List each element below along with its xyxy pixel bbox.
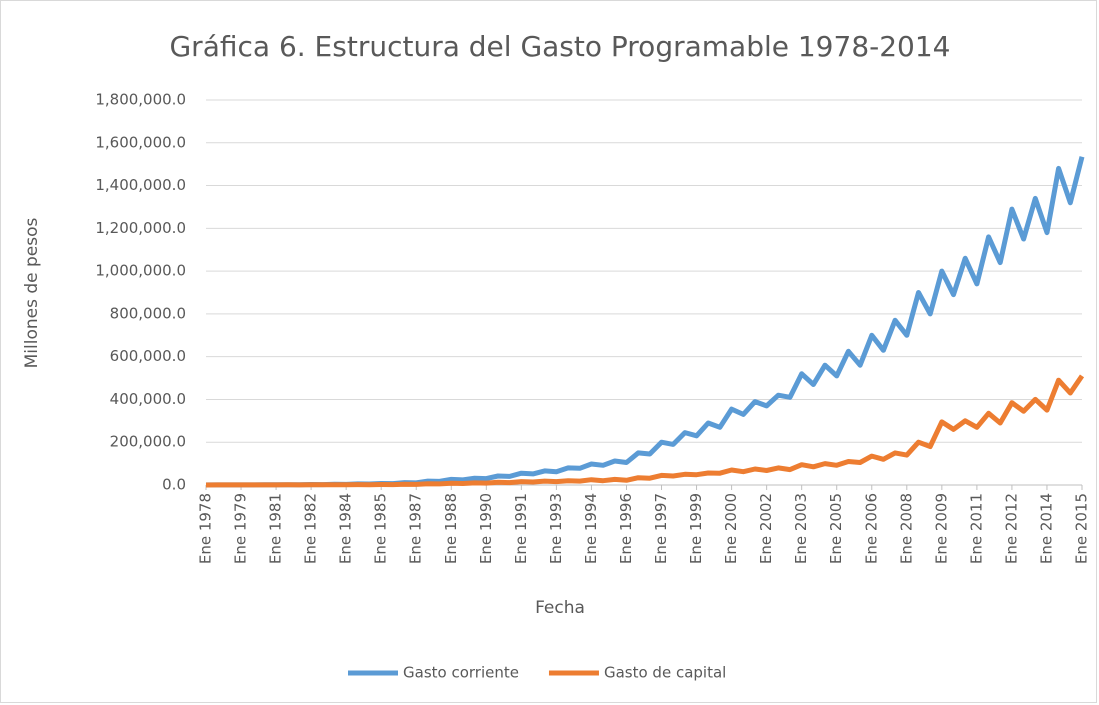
x-tick-label: Ene 1999 (687, 493, 705, 564)
x-tick-label: Ene 1987 (407, 493, 425, 564)
x-tick-label: Ene 2011 (967, 493, 985, 564)
x-tick-label: Ene 1984 (337, 493, 355, 564)
y-tick-label: 1,400,000.0 (95, 176, 186, 194)
x-tick-label: Ene 1981 (267, 493, 285, 564)
y-tick-label: 1,000,000.0 (95, 262, 186, 280)
y-tick-label: 800,000.0 (110, 304, 186, 322)
y-tick-label: 200,000.0 (110, 433, 186, 451)
x-tick-label: Ene 1978 (197, 493, 215, 564)
x-tick-label: Ene 1993 (547, 493, 565, 564)
y-tick-label: 400,000.0 (110, 390, 186, 408)
chart-title: Gráfica 6. Estructura del Gasto Programa… (169, 30, 950, 63)
x-tick-label: Ene 2002 (757, 493, 775, 564)
x-tick-label: Ene 2008 (897, 493, 915, 564)
x-tick-label: Ene 2003 (792, 493, 810, 564)
x-tick-label: Ene 1997 (652, 493, 670, 564)
x-tick-label: Ene 1988 (442, 493, 460, 564)
x-axis-title: Fecha (535, 598, 585, 618)
legend-label: Gasto de capital (604, 664, 726, 682)
x-tick-label: Ene 1982 (302, 493, 320, 564)
y-tick-label: 1,800,000.0 (95, 91, 186, 109)
x-tick-label: Ene 1985 (372, 493, 390, 564)
x-tick-label: Ene 2014 (1037, 493, 1055, 564)
x-tick-label: Ene 2006 (862, 493, 880, 564)
y-tick-label: 600,000.0 (110, 347, 186, 365)
legend-label: Gasto corriente (403, 664, 519, 682)
x-tick-label: Ene 1996 (617, 493, 635, 564)
x-tick-label: Ene 2000 (722, 493, 740, 564)
x-tick-label: Ene 1990 (477, 493, 495, 564)
x-tick-label: Ene 2005 (827, 493, 845, 564)
x-tick-label: Ene 2009 (932, 493, 950, 564)
series-line (205, 374, 1085, 488)
x-tick-label: Ene 1991 (512, 493, 530, 564)
x-tick-label: Ene 1979 (232, 493, 250, 564)
y-axis-title: Millones de pesos (22, 217, 42, 368)
y-tick-label: 1,200,000.0 (95, 219, 186, 237)
x-tick-label: Ene 1994 (582, 493, 600, 564)
y-tick-label: 1,600,000.0 (95, 133, 186, 151)
x-tick-label: Ene 2015 (1073, 493, 1091, 564)
x-tick-label: Ene 2012 (1002, 493, 1020, 564)
y-tick-label: 0.0 (162, 476, 186, 494)
